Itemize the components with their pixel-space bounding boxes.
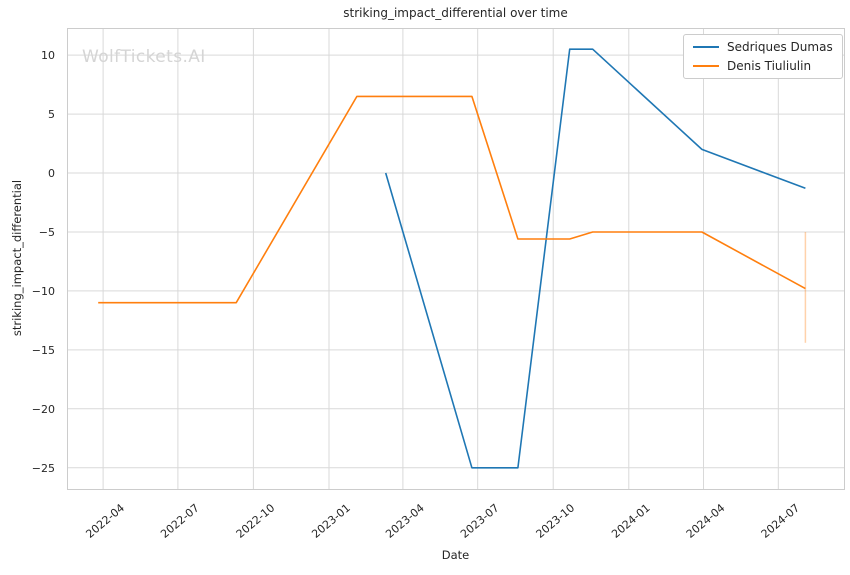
x-tick-label: 2022-07 (158, 501, 202, 541)
y-tick-label: 5 (48, 108, 55, 121)
series-line-denis-tiuliulin (98, 95, 806, 304)
x-tick-label: 2024-01 (609, 501, 653, 541)
y-tick-label: −20 (32, 403, 55, 416)
legend-label: Sedriques Dumas (727, 40, 833, 54)
x-tick-label: 2023-04 (383, 501, 427, 541)
y-tick-label: 10 (41, 49, 55, 62)
y-tick-label: 0 (48, 167, 55, 180)
x-tick-label: 2023-07 (458, 501, 502, 541)
chart-title: striking_impact_differential over time (343, 6, 568, 20)
x-tick-label: 2022-04 (83, 501, 127, 541)
legend-line-swatch (693, 46, 719, 48)
y-tick-label: −15 (32, 344, 55, 357)
plot-border (67, 28, 845, 490)
legend-line-swatch (693, 65, 719, 67)
watermark: WolfTickets.AI (82, 47, 206, 67)
x-tick-label: 2023-01 (309, 501, 353, 541)
legend: Sedriques Dumas Denis Tiuliulin (683, 34, 843, 79)
y-axis-label: striking_impact_differential (10, 179, 24, 337)
x-tick-label: 2023-10 (534, 501, 578, 541)
series-line-sedriques-dumas (384, 48, 806, 469)
legend-item: Sedriques Dumas (693, 40, 833, 54)
x-tick-label: 2022-10 (234, 501, 278, 541)
x-tick-label: 2024-07 (759, 501, 803, 541)
legend-item: Denis Tiuliulin (693, 59, 833, 73)
y-tick-label: −5 (39, 226, 55, 239)
y-tick-label: −25 (32, 462, 55, 475)
x-tick-label: 2024-04 (684, 501, 728, 541)
x-axis-label: Date (441, 548, 470, 562)
y-tick-label: −10 (32, 285, 55, 298)
legend-label: Denis Tiuliulin (727, 59, 812, 73)
